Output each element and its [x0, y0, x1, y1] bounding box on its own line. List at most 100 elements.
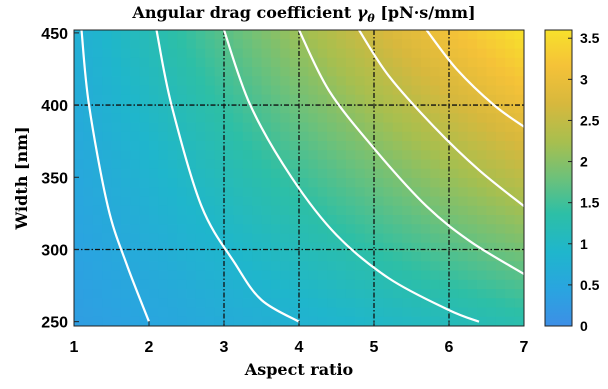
heatmap-cell: [327, 261, 338, 272]
heatmap-cell: [92, 279, 103, 290]
heatmap-cell: [233, 104, 244, 114]
heatmap-cell: [402, 104, 413, 114]
heatmap-cell: [289, 104, 300, 114]
heatmap-cell: [486, 224, 497, 235]
heatmap-cell: [430, 307, 441, 318]
heatmap-cell: [317, 178, 328, 188]
heatmap-cell: [289, 94, 300, 105]
heatmap-cell: [242, 141, 253, 151]
heatmap-cell: [120, 168, 131, 179]
heatmap-cell: [120, 113, 131, 124]
heatmap-cell: [514, 113, 524, 124]
heatmap-cell: [299, 205, 309, 216]
heatmap-cell: [364, 279, 375, 290]
heatmap-cell: [139, 205, 150, 216]
heatmap-cell: [411, 168, 422, 179]
heatmap-cell: [186, 279, 197, 290]
heatmap-cell: [411, 307, 422, 318]
heatmap-cell: [289, 261, 300, 272]
heatmap-cell: [158, 168, 169, 179]
heatmap-cell: [111, 104, 122, 114]
heatmap-cell: [130, 252, 141, 262]
heatmap-cell: [111, 76, 122, 87]
heatmap-cell: [158, 224, 169, 235]
heatmap-cell: [317, 261, 328, 272]
heatmap-cell: [74, 150, 84, 161]
heatmap-cell: [270, 57, 281, 68]
heatmap-cell: [186, 178, 197, 188]
heatmap-cell: [467, 224, 478, 235]
heatmap-cell: [252, 150, 263, 161]
heatmap-cell: [74, 307, 84, 318]
heatmap-cell: [449, 159, 459, 170]
heatmap-cell: [270, 279, 281, 290]
heatmap-cell: [355, 279, 366, 290]
heatmap-cell: [458, 187, 469, 198]
heatmap-cell: [158, 122, 169, 133]
heatmap-cell: [177, 159, 188, 170]
heatmap-cell: [252, 141, 263, 151]
heatmap-cell: [177, 150, 188, 161]
heatmap-cell: [477, 205, 488, 216]
heatmap-cell: [392, 150, 403, 161]
heatmap-cell: [102, 76, 113, 87]
heatmap-cell: [158, 85, 169, 96]
heatmap-cell: [336, 85, 347, 96]
heatmap-cell: [364, 215, 375, 225]
heatmap-cell: [111, 215, 122, 225]
heatmap-cell: [92, 113, 103, 124]
heatmap-cell: [345, 122, 356, 133]
heatmap-cell: [158, 252, 169, 262]
heatmap-cell: [195, 57, 206, 68]
heatmap-cell: [289, 215, 300, 225]
heatmap-cell: [83, 39, 94, 50]
heatmap-cell: [420, 85, 431, 96]
heatmap-cell: [186, 233, 197, 244]
heatmap-cell: [449, 205, 459, 216]
heatmap-cell: [177, 261, 188, 272]
heatmap-cell: [299, 215, 309, 225]
heatmap-cell: [392, 233, 403, 244]
heatmap-cell: [467, 113, 478, 124]
heatmap-cell: [514, 85, 524, 96]
heatmap-cell: [139, 270, 150, 281]
heatmap-cell: [402, 224, 413, 235]
heatmap-cell: [186, 270, 197, 281]
heatmap-cell: [458, 94, 469, 105]
heatmap-cell: [242, 67, 253, 77]
heatmap-cell: [177, 30, 188, 40]
heatmap-cell: [120, 141, 131, 151]
heatmap-cell: [486, 30, 497, 40]
heatmap-cell: [158, 242, 169, 253]
heatmap-cell: [477, 113, 488, 124]
heatmap-cell: [430, 279, 441, 290]
heatmap-cell: [205, 30, 216, 40]
heatmap-cell: [224, 85, 234, 96]
heatmap-cell: [486, 48, 497, 59]
heatmap-cell: [280, 94, 291, 105]
heatmap-cell: [495, 122, 506, 133]
heatmap-cell: [120, 252, 131, 262]
heatmap-cell: [383, 131, 394, 142]
heatmap-cell: [345, 289, 356, 299]
heatmap-cell: [149, 94, 159, 105]
heatmap-cell: [92, 224, 103, 235]
heatmap-cell: [120, 150, 131, 161]
heatmap-cell: [83, 178, 94, 188]
heatmap-cell: [233, 30, 244, 40]
heatmap-cell: [214, 168, 225, 179]
heatmap-cell: [261, 159, 272, 170]
heatmap-cell: [299, 67, 309, 77]
heatmap-cell: [224, 159, 234, 170]
heatmap-cell: [158, 113, 169, 124]
heatmap-cell: [167, 196, 178, 207]
heatmap-cell: [270, 307, 281, 318]
heatmap-cell: [514, 67, 524, 77]
heatmap-cell: [83, 122, 94, 133]
heatmap-cell: [345, 85, 356, 96]
heatmap-cell: [364, 168, 375, 179]
heatmap-cell: [467, 141, 478, 151]
y-tick-label: 300: [41, 242, 68, 259]
heatmap-cell: [514, 57, 524, 68]
heatmap-cell: [195, 242, 206, 253]
